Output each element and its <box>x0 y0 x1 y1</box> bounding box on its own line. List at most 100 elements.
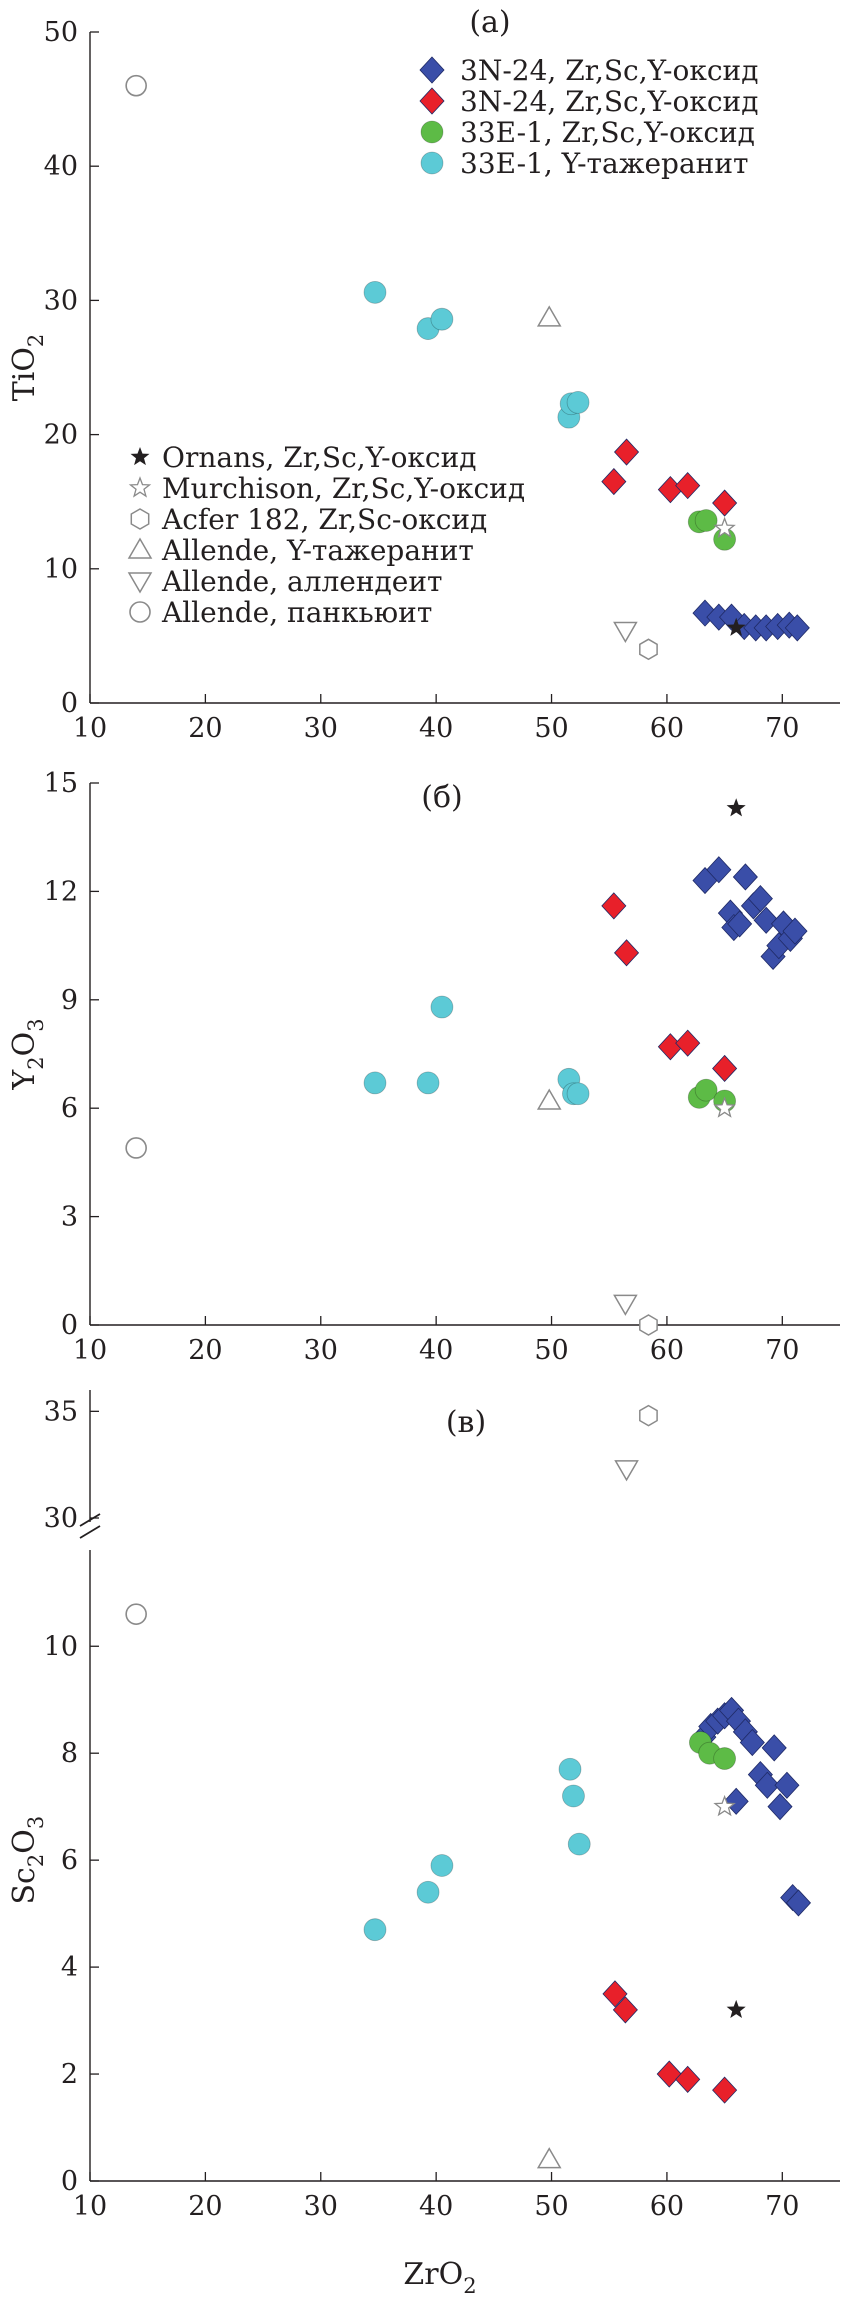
y-tick-label: 4 <box>61 1952 78 1983</box>
data-point <box>675 2065 701 2093</box>
series-7 <box>536 1088 562 1110</box>
legend-marker <box>128 476 152 498</box>
series-2 <box>688 1731 737 1770</box>
x-tick-label: 70 <box>765 713 799 744</box>
x-tick-label: 40 <box>419 2191 453 2222</box>
x-tick-label: 60 <box>650 2191 684 2222</box>
x-tick-label: 60 <box>650 1335 684 1366</box>
data-point <box>726 798 746 817</box>
y-tick-label: 40 <box>44 151 78 182</box>
legend-marker <box>420 151 444 175</box>
axis-break-mark <box>79 1525 101 1539</box>
data-point <box>430 307 454 331</box>
data-point <box>713 1096 736 1118</box>
series-0 <box>692 599 810 642</box>
data-point <box>536 305 562 327</box>
legend-marker <box>420 120 444 144</box>
x-tick-label: 10 <box>73 1335 107 1366</box>
legend-marker <box>127 537 153 559</box>
y-tick-label: 0 <box>61 1310 78 1341</box>
data-point <box>723 1787 749 1815</box>
legend-marker <box>130 508 150 530</box>
series-4 <box>726 617 746 636</box>
legend-label: 3N-24, Zr,Sc,Y-оксид <box>460 54 758 87</box>
data-point <box>601 892 627 920</box>
series-7 <box>536 2147 562 2169</box>
data-point <box>761 1734 787 1762</box>
y-tick-label: 15 <box>44 768 78 799</box>
x-tick-label: 30 <box>304 1335 338 1366</box>
data-point <box>613 438 640 466</box>
series-8 <box>613 621 638 644</box>
data-point <box>639 638 658 661</box>
data-point <box>694 509 718 532</box>
series-1 <box>601 892 738 1083</box>
data-point <box>739 1728 765 1757</box>
data-point <box>774 1771 800 1799</box>
data-point <box>639 1404 658 1427</box>
legend-label: Murchison, Zr,Sc,Y-оксид <box>162 472 525 505</box>
y-tick-label: 6 <box>61 1845 78 1876</box>
data-point <box>694 1078 718 1102</box>
data-point <box>727 910 753 938</box>
x-tick-label: 20 <box>188 2191 222 2222</box>
series-6 <box>639 638 658 661</box>
panel-label: (в) <box>446 1405 486 1440</box>
panel-b: 0 3 6 9 12 15 10 20 30 40 50 60 70 Y2O3 (б) <box>7 768 840 1366</box>
series-5 <box>713 1096 736 1118</box>
y-tick-label: 12 <box>44 876 78 907</box>
legend-marker <box>127 572 153 594</box>
legend-label: Allende, аллендеит <box>161 565 443 598</box>
data-point <box>363 1918 387 1942</box>
data-point <box>614 1460 639 1482</box>
y-tick-label: 30 <box>44 1503 78 1534</box>
series-2 <box>687 509 737 551</box>
legend-marker <box>419 87 445 115</box>
y-tick-label: 6 <box>61 1093 78 1124</box>
legend-label: Allende, Y-тажеранит <box>161 534 474 567</box>
x-axis-label: ZrO2 <box>403 2257 476 2298</box>
panel-label: (б) <box>421 780 462 815</box>
data-point <box>747 885 773 913</box>
series-8 <box>613 1294 638 1316</box>
y-tick-label: 10 <box>44 1631 78 1662</box>
series-3 <box>363 1757 591 1942</box>
data-point <box>601 467 627 496</box>
x-tick-label: 60 <box>650 713 684 744</box>
series-5 <box>713 516 736 539</box>
x-tick-label: 50 <box>534 1335 568 1366</box>
series-1 <box>602 1980 738 2104</box>
x-tick-label: 70 <box>765 2191 799 2222</box>
y-tick-label: 50 <box>44 17 78 48</box>
data-point <box>785 1889 812 1917</box>
series-6 <box>639 1314 658 1336</box>
x-tick-label: 10 <box>73 2191 107 2222</box>
data-point <box>712 489 738 517</box>
data-point <box>363 1071 387 1095</box>
y-tick-label: 0 <box>61 688 78 719</box>
axis-break-mark <box>79 1513 101 1527</box>
data-point <box>566 1082 590 1106</box>
series-9 <box>125 1137 147 1159</box>
data-point <box>558 1757 582 1781</box>
data-point <box>363 280 387 304</box>
x-tick-label: 50 <box>534 713 568 744</box>
data-point <box>713 1747 737 1770</box>
data-point <box>706 856 732 884</box>
x-tick-label: 30 <box>304 2191 338 2222</box>
panel-label: (а) <box>469 5 510 40</box>
data-point <box>567 1832 591 1856</box>
data-point <box>712 1054 738 1083</box>
data-point <box>675 472 701 500</box>
series-4 <box>726 1999 746 2018</box>
data-point <box>782 917 808 945</box>
y-axis-label: TiO2 <box>7 334 48 402</box>
data-point <box>656 2060 682 2088</box>
y-tick-label: 10 <box>44 554 78 585</box>
legend-label: Allende, панкьюит <box>161 596 432 629</box>
data-point <box>613 1294 638 1316</box>
y-tick-label: 0 <box>61 2166 78 2197</box>
data-point <box>416 1880 440 1904</box>
